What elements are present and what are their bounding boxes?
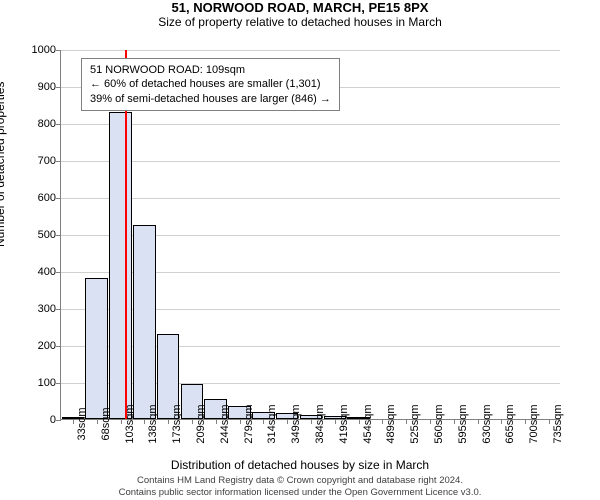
ytick-mark (56, 124, 61, 125)
xtick-mark (454, 419, 455, 424)
xtick-label: 665sqm (504, 404, 516, 443)
xtick-mark (525, 419, 526, 424)
ytick-label: 600 (38, 192, 56, 204)
info-line-2: ← 60% of detached houses are smaller (1,… (90, 77, 331, 91)
xtick-label: 384sqm (314, 404, 326, 443)
xtick-label: 349sqm (290, 404, 302, 443)
credit-text: Contains HM Land Registry data © Crown c… (0, 475, 600, 498)
xtick-mark (359, 419, 360, 424)
y-axis-label: Number of detached properties (0, 227, 7, 247)
gridline (61, 198, 560, 199)
ytick-label: 200 (38, 340, 56, 352)
xtick-label: 560sqm (433, 404, 445, 443)
ytick-mark (56, 161, 61, 162)
info-line-3: 39% of semi-detached houses are larger (… (90, 92, 331, 106)
xtick-mark (168, 419, 169, 424)
ytick-mark (56, 50, 61, 51)
ytick-label: 500 (38, 229, 56, 241)
ytick-mark (56, 198, 61, 199)
xtick-label: 279sqm (243, 404, 255, 443)
xtick-mark (287, 419, 288, 424)
credit-line-2: Contains public sector information licen… (0, 487, 600, 498)
xtick-label: 454sqm (362, 404, 374, 443)
xtick-mark (311, 419, 312, 424)
xtick-label: 314sqm (266, 404, 278, 443)
gridline (61, 50, 560, 51)
xtick-mark (216, 419, 217, 424)
chart-plot-area: 0100200300400500600700800900100033sqm68s… (60, 50, 560, 420)
ytick-label: 800 (38, 118, 56, 130)
xtick-mark (192, 419, 193, 424)
chart-title: 51, NORWOOD ROAD, MARCH, PE15 8PX (0, 0, 600, 15)
xtick-label: 735sqm (552, 404, 564, 443)
xtick-mark (263, 419, 264, 424)
xtick-label: 700sqm (528, 404, 540, 443)
xtick-mark (121, 419, 122, 424)
x-axis-label: Distribution of detached houses by size … (0, 458, 600, 472)
ytick-mark (56, 383, 61, 384)
xtick-label: 489sqm (385, 404, 397, 443)
ytick-label: 1000 (32, 44, 56, 56)
xtick-label: 419sqm (338, 404, 350, 443)
bar (133, 225, 156, 419)
ytick-mark (56, 309, 61, 310)
info-box: 51 NORWOOD ROAD: 109sqm ← 60% of detache… (81, 58, 340, 111)
ytick-label: 700 (38, 155, 56, 167)
ytick-mark (56, 272, 61, 273)
xtick-label: 595sqm (457, 404, 469, 443)
gridline (61, 124, 560, 125)
xtick-mark (406, 419, 407, 424)
xtick-mark (501, 419, 502, 424)
info-line-1: 51 NORWOOD ROAD: 109sqm (90, 63, 331, 77)
xtick-mark (430, 419, 431, 424)
xtick-mark (478, 419, 479, 424)
ytick-label: 900 (38, 81, 56, 93)
xtick-label: 525sqm (409, 404, 421, 443)
ytick-mark (56, 235, 61, 236)
ytick-label: 300 (38, 303, 56, 315)
gridline (61, 161, 560, 162)
xtick-mark (240, 419, 241, 424)
xtick-mark (144, 419, 145, 424)
ytick-label: 400 (38, 266, 56, 278)
xtick-mark (382, 419, 383, 424)
ytick-mark (56, 420, 61, 421)
bar (85, 278, 108, 419)
xtick-mark (549, 419, 550, 424)
credit-line-1: Contains HM Land Registry data © Crown c… (0, 475, 600, 486)
xtick-mark (73, 419, 74, 424)
xtick-mark (335, 419, 336, 424)
xtick-label: 630sqm (481, 404, 493, 443)
ytick-mark (56, 346, 61, 347)
ytick-label: 100 (38, 377, 56, 389)
xtick-mark (97, 419, 98, 424)
ytick-mark (56, 87, 61, 88)
bar (109, 112, 132, 419)
chart-subtitle: Size of property relative to detached ho… (0, 15, 600, 29)
